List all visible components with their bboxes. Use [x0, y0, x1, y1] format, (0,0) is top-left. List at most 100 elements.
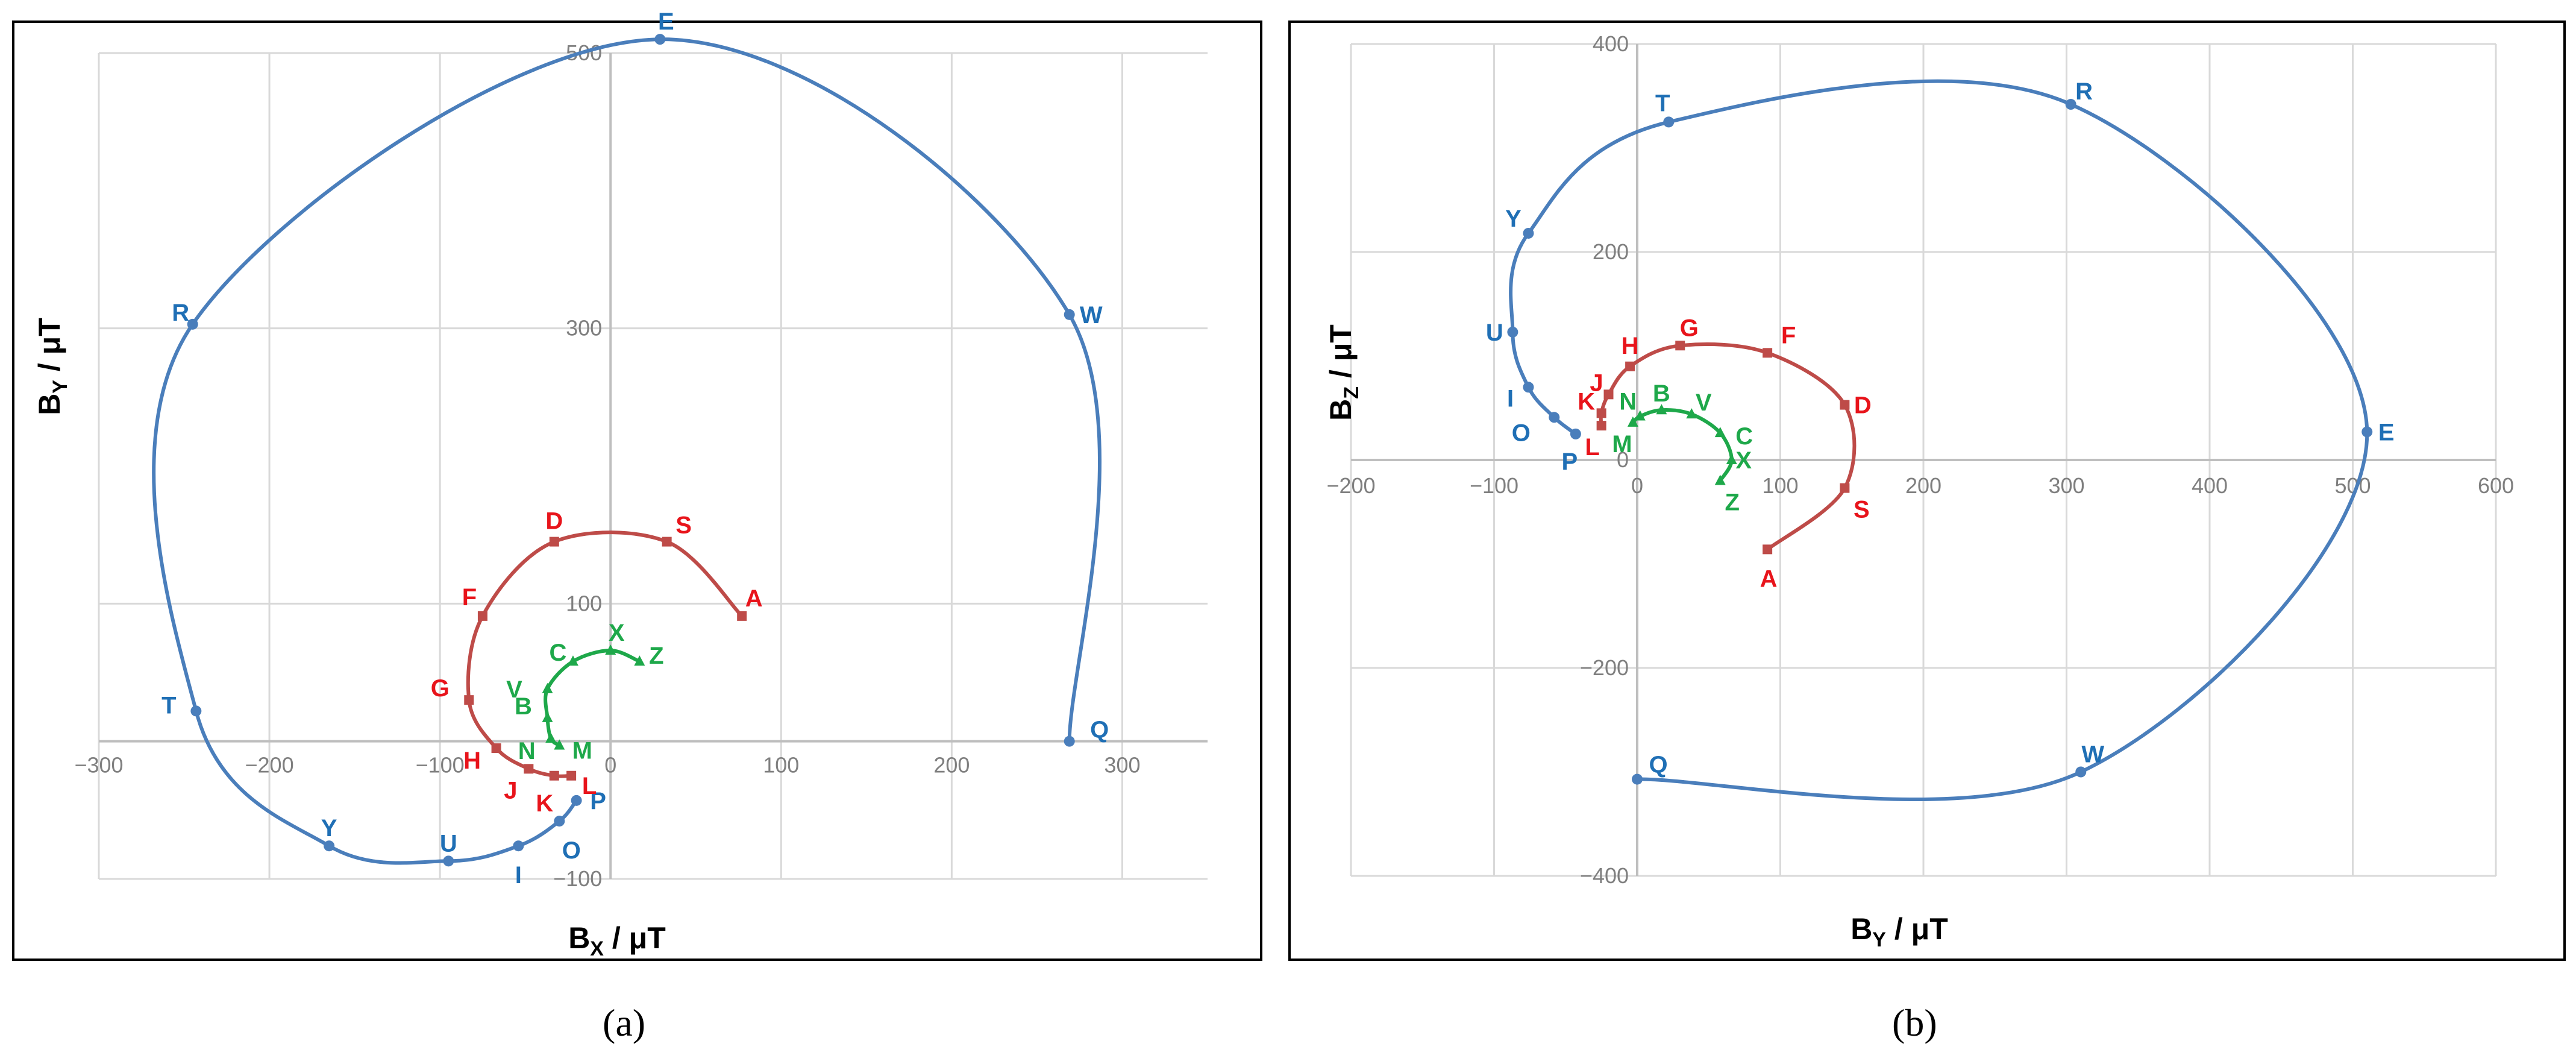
- point-label-H: H: [1622, 333, 1639, 359]
- data-point: [1763, 348, 1773, 358]
- data-point: [542, 711, 553, 722]
- point-label-L: L: [1585, 434, 1599, 461]
- point-label-A: A: [1760, 565, 1778, 592]
- point-label-S: S: [675, 512, 692, 539]
- point-label-T: T: [161, 692, 176, 719]
- data-point: [1663, 116, 1675, 128]
- data-point: [554, 816, 565, 827]
- chart-panel-b: −200 −100 0 100 200 300 400 500 600 −400 −200 200 40…: [1288, 20, 2566, 961]
- data-point: [634, 655, 645, 666]
- x-tick-label: 200: [933, 753, 970, 778]
- data-point: [1064, 735, 1075, 747]
- data-point: [1523, 227, 1534, 239]
- data-point: [737, 611, 747, 621]
- data-point: [477, 611, 487, 621]
- data-point: [1507, 326, 1518, 338]
- data-point: [1523, 382, 1534, 393]
- point-label-Z: Z: [649, 643, 663, 669]
- x-tick-label: 100: [1762, 473, 1798, 498]
- y-tick-label: −100: [553, 866, 602, 891]
- y-axis-title: BZ / μT: [1324, 324, 1363, 421]
- series-line-green: [1631, 408, 1734, 482]
- point-label-N: N: [1619, 389, 1637, 415]
- data-point: [549, 770, 559, 781]
- point-label-Y: Y: [321, 815, 337, 842]
- point-label-Q: Q: [1649, 752, 1667, 778]
- data-point: [549, 537, 559, 547]
- data-point: [1634, 410, 1646, 421]
- point-label-B: B: [1653, 380, 1670, 407]
- data-point: [491, 743, 501, 754]
- point-label-W: W: [1080, 302, 1103, 329]
- point-label-C: C: [550, 640, 567, 666]
- y-tick-label: −200: [1580, 655, 1629, 680]
- point-label-C: C: [1735, 423, 1753, 450]
- x-tick-label: 0: [604, 753, 616, 778]
- point-label-M: M: [1612, 431, 1632, 458]
- point-label-E: E: [658, 8, 674, 35]
- y-tick-label: 200: [1593, 239, 1629, 264]
- data-point: [1064, 309, 1075, 320]
- point-label-K: K: [1578, 388, 1595, 415]
- point-label-T: T: [1655, 90, 1670, 116]
- point-label-R: R: [2075, 78, 2093, 105]
- point-label-O: O: [1512, 420, 1531, 446]
- caption-b: (b): [1892, 1001, 1937, 1044]
- point-label-N: N: [518, 738, 536, 764]
- point-label-R: R: [172, 300, 189, 326]
- x-tick-label: 400: [2192, 473, 2228, 498]
- data-point: [605, 644, 616, 655]
- x-tick-label: −200: [245, 753, 294, 778]
- point-label-O: O: [562, 837, 581, 864]
- point-label-P: P: [1562, 449, 1578, 475]
- x-tick-label: 200: [1905, 473, 1941, 498]
- point-label-W: W: [2081, 741, 2104, 768]
- data-point: [1714, 427, 1726, 438]
- data-point: [1840, 400, 1850, 410]
- data-point: [1763, 544, 1773, 555]
- data-point: [1686, 408, 1697, 419]
- point-label-J: J: [504, 777, 517, 804]
- point-label-G: G: [1680, 315, 1699, 341]
- point-label-G: G: [431, 675, 450, 702]
- origin-tick-label: 0: [1617, 447, 1629, 472]
- data-point: [443, 855, 454, 867]
- point-label-D: D: [1854, 392, 1872, 419]
- data-point: [1625, 361, 1635, 371]
- data-point: [542, 682, 553, 693]
- data-point: [1603, 389, 1614, 400]
- data-point: [654, 34, 666, 45]
- x-axis-title: BX / μT: [568, 921, 666, 960]
- point-label-H: H: [463, 748, 481, 774]
- data-point: [571, 795, 582, 806]
- series-line-blue: [1509, 79, 2369, 802]
- data-point: [1627, 416, 1638, 427]
- data-point: [1726, 454, 1737, 464]
- y-tick-label: −400: [1580, 863, 1629, 888]
- point-label-Q: Q: [1090, 717, 1109, 743]
- y-axis-title: BY / μT: [33, 318, 72, 415]
- data-point: [190, 705, 202, 717]
- x-tick-label: −100: [1470, 473, 1518, 498]
- data-point: [1549, 412, 1560, 423]
- y-tick-label: 100: [566, 591, 602, 615]
- point-label-J: J: [1590, 370, 1603, 396]
- point-label-P: P: [590, 788, 606, 814]
- point-label-E: E: [2378, 419, 2395, 445]
- x-tick-label: 0: [1631, 473, 1643, 498]
- data-point: [1656, 404, 1667, 415]
- data-point: [2361, 426, 2373, 438]
- data-point: [464, 695, 474, 705]
- point-label-F: F: [1781, 322, 1796, 348]
- data-point: [566, 770, 577, 781]
- point-label-S: S: [1854, 497, 1870, 523]
- x-tick-label: −100: [416, 753, 465, 778]
- data-point: [1840, 483, 1850, 493]
- point-label-Z: Z: [1725, 490, 1740, 516]
